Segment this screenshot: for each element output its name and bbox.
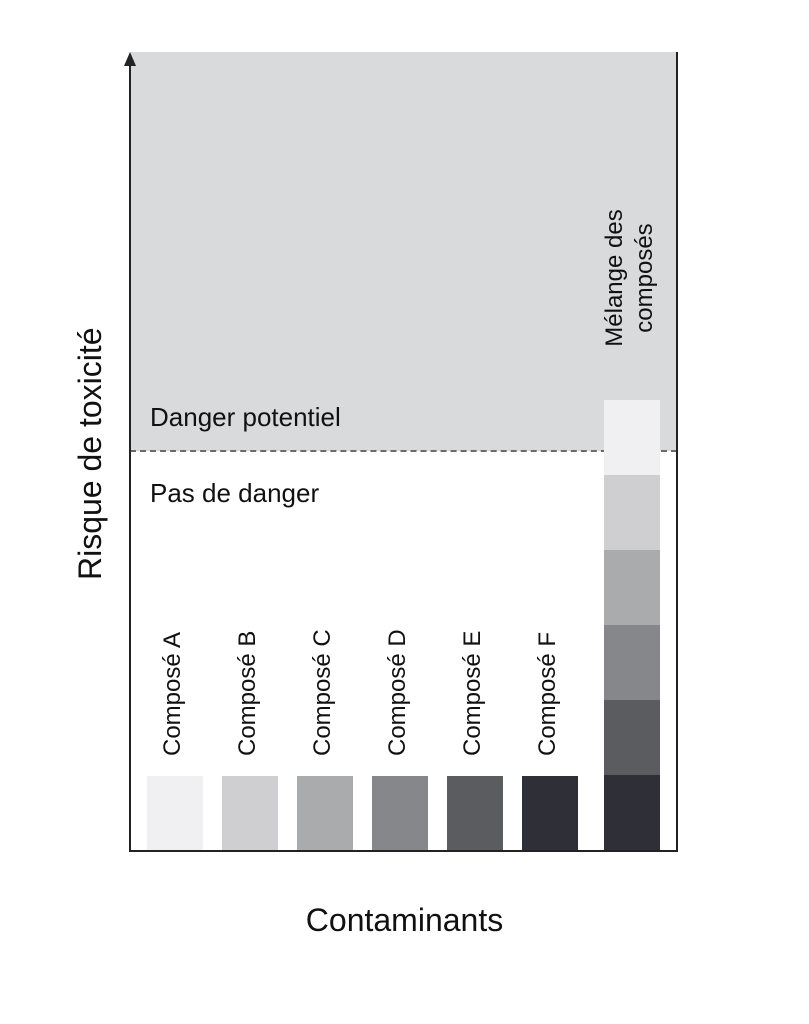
mixture-segment-f <box>604 775 660 850</box>
compound-f-label: Composé F <box>534 631 561 756</box>
mixture-label-line1: Mélange des <box>601 209 628 347</box>
compound-e-bar <box>447 776 503 850</box>
plot-right-border <box>676 52 678 852</box>
compound-a-label: Composé A <box>159 631 186 756</box>
compound-b-bar <box>222 776 278 850</box>
compound-f-bar <box>522 776 578 850</box>
mixture-segment-b <box>604 475 660 550</box>
mixture-segment-c <box>604 550 660 625</box>
mixture-label: Mélange des composés <box>600 209 664 578</box>
y-axis-arrow-icon <box>124 52 136 66</box>
mixture-segment-e <box>604 700 660 775</box>
y-axis-line <box>129 62 131 852</box>
x-axis-line <box>129 850 678 852</box>
compound-e-label: Composé E <box>459 630 486 756</box>
mixture-segment-d <box>604 625 660 700</box>
compound-d-label: Composé D <box>384 629 411 756</box>
mixture-label-line2: composés <box>631 223 658 333</box>
x-axis-title: Contaminants <box>305 902 504 938</box>
plot-area <box>130 52 677 852</box>
y-axis-title: Risque de toxicité <box>72 327 108 580</box>
compound-c-label: Composé C <box>309 629 336 756</box>
compound-b-label: Composé B <box>234 630 261 756</box>
compound-a-bar <box>147 776 203 850</box>
mixture-segment-a <box>604 400 660 475</box>
safe-zone-label: Pas de danger <box>150 478 320 508</box>
compound-c-bar <box>297 776 353 850</box>
compound-d-bar <box>372 776 428 850</box>
danger-threshold-line <box>130 450 677 452</box>
danger-zone-label: Danger potentiel <box>150 402 341 432</box>
danger-zone <box>130 52 677 451</box>
